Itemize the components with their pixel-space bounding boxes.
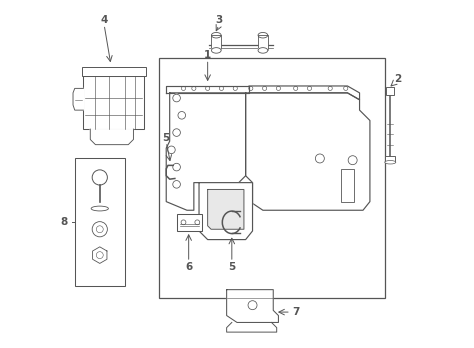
Polygon shape — [246, 93, 370, 210]
Text: 2: 2 — [394, 74, 401, 84]
Bar — [159, 58, 385, 298]
Text: 4: 4 — [100, 15, 108, 25]
Ellipse shape — [258, 32, 268, 38]
Polygon shape — [208, 190, 244, 229]
Ellipse shape — [385, 160, 396, 164]
Bar — [340, 169, 355, 201]
Text: 3: 3 — [215, 15, 223, 25]
Polygon shape — [73, 88, 83, 110]
Polygon shape — [199, 183, 253, 239]
Text: 1: 1 — [204, 50, 211, 60]
Polygon shape — [227, 323, 277, 332]
Polygon shape — [92, 247, 107, 263]
Circle shape — [92, 222, 108, 237]
Circle shape — [173, 181, 181, 188]
Polygon shape — [249, 86, 360, 100]
Bar — [83, 76, 144, 129]
Text: 6: 6 — [185, 262, 192, 272]
Ellipse shape — [211, 32, 221, 38]
Bar — [211, 35, 221, 50]
Circle shape — [348, 156, 357, 165]
Text: 7: 7 — [292, 307, 300, 317]
Polygon shape — [90, 129, 134, 145]
Text: 5: 5 — [228, 262, 236, 272]
Circle shape — [173, 163, 181, 171]
Bar — [258, 35, 268, 50]
Circle shape — [173, 94, 181, 102]
Bar — [385, 156, 395, 162]
Bar — [82, 67, 146, 76]
Polygon shape — [227, 290, 278, 323]
Ellipse shape — [91, 206, 109, 211]
Text: 5: 5 — [163, 133, 170, 143]
Bar — [386, 87, 394, 95]
Ellipse shape — [211, 48, 221, 53]
Text: 8: 8 — [61, 218, 68, 227]
Circle shape — [178, 111, 185, 119]
Polygon shape — [166, 86, 249, 93]
Circle shape — [315, 154, 324, 163]
Bar — [75, 158, 125, 286]
Bar — [177, 214, 202, 231]
Ellipse shape — [258, 48, 268, 53]
Circle shape — [168, 146, 175, 153]
Polygon shape — [166, 93, 246, 210]
Circle shape — [92, 170, 108, 185]
Circle shape — [173, 129, 181, 136]
